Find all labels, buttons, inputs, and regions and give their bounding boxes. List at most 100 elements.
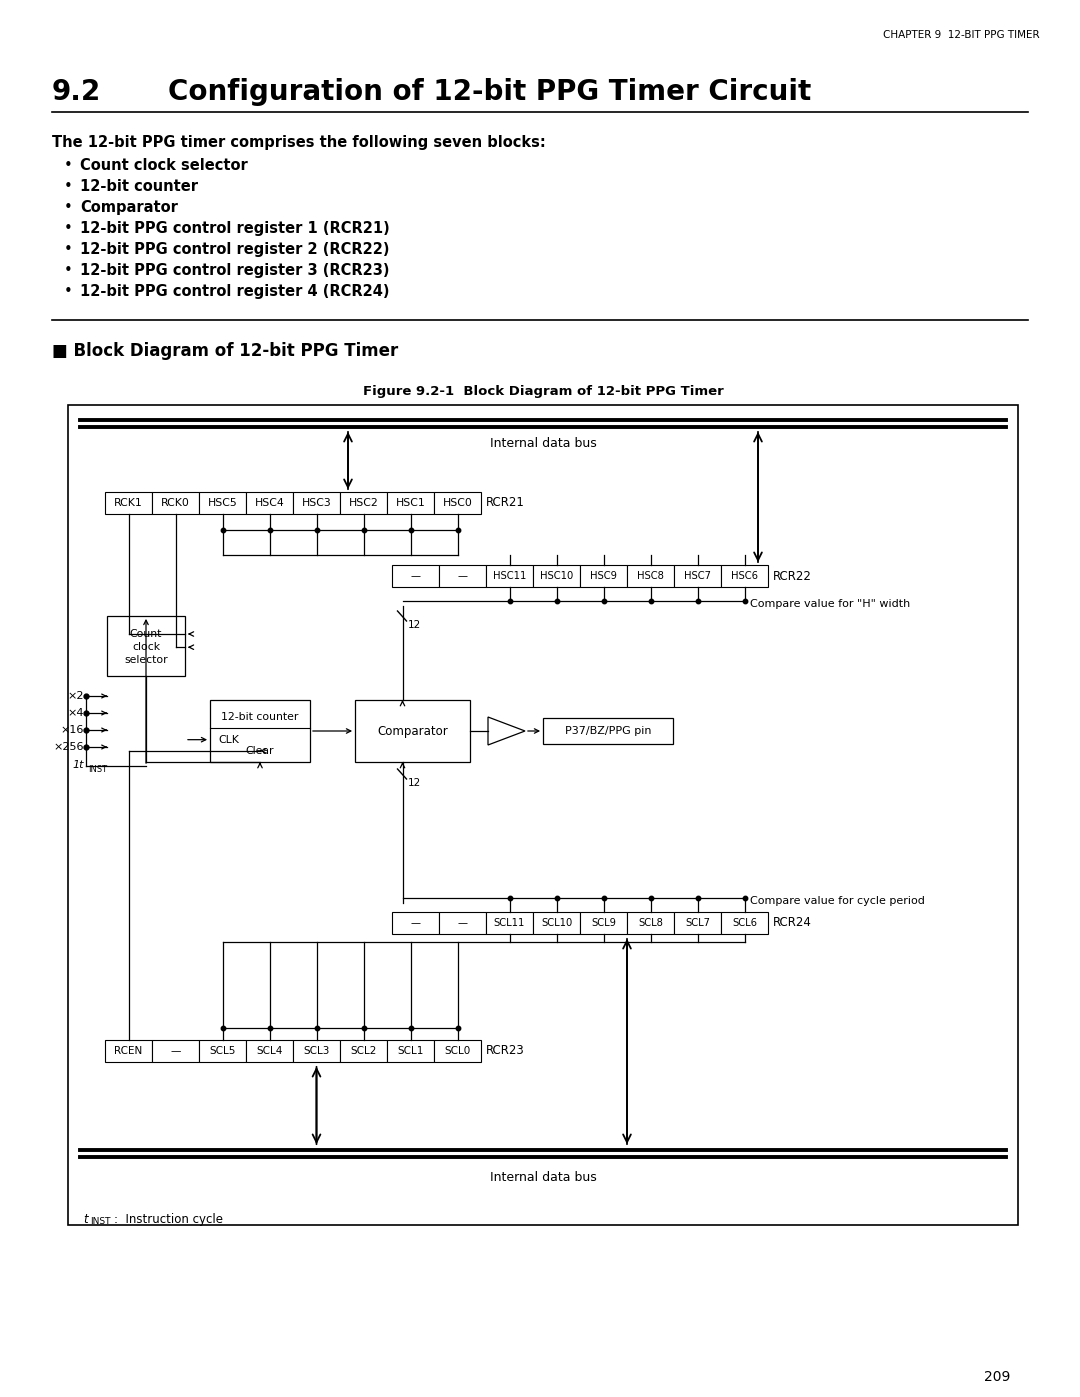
Text: 1t: 1t bbox=[72, 760, 84, 770]
Text: CLK: CLK bbox=[218, 735, 239, 745]
Text: 12-bit counter: 12-bit counter bbox=[221, 712, 299, 722]
Bar bbox=[355, 700, 470, 761]
Bar bbox=[486, 912, 534, 935]
Text: RCK0: RCK0 bbox=[161, 497, 190, 509]
Text: •: • bbox=[64, 158, 72, 173]
Text: Count clock selector: Count clock selector bbox=[80, 158, 247, 173]
Text: •: • bbox=[64, 179, 72, 194]
Polygon shape bbox=[488, 717, 525, 745]
Text: HSC0: HSC0 bbox=[443, 497, 472, 509]
Text: SCL9: SCL9 bbox=[591, 918, 616, 928]
Text: INST: INST bbox=[87, 764, 107, 774]
Text: SCL5: SCL5 bbox=[210, 1046, 235, 1056]
Text: 12-bit counter: 12-bit counter bbox=[80, 179, 198, 194]
Text: HSC4: HSC4 bbox=[255, 497, 284, 509]
Text: selector: selector bbox=[124, 655, 167, 665]
Bar bbox=[105, 492, 152, 514]
Text: ■ Block Diagram of 12-bit PPG Timer: ■ Block Diagram of 12-bit PPG Timer bbox=[52, 342, 399, 360]
Bar bbox=[580, 912, 627, 935]
Text: clock: clock bbox=[132, 643, 160, 652]
Bar bbox=[721, 564, 768, 587]
Text: CHAPTER 9  12-BIT PPG TIMER: CHAPTER 9 12-BIT PPG TIMER bbox=[883, 29, 1040, 41]
Bar bbox=[246, 492, 293, 514]
Bar bbox=[387, 1039, 434, 1062]
Text: SCL11: SCL11 bbox=[494, 918, 525, 928]
Text: —: — bbox=[171, 1046, 180, 1056]
Text: INST: INST bbox=[90, 1217, 110, 1227]
Text: HSC8: HSC8 bbox=[637, 571, 664, 581]
Bar bbox=[107, 616, 185, 676]
Bar bbox=[534, 564, 580, 587]
Text: —: — bbox=[458, 918, 468, 928]
Text: SCL8: SCL8 bbox=[638, 918, 663, 928]
Bar bbox=[199, 1039, 246, 1062]
Text: —: — bbox=[410, 571, 420, 581]
Text: •: • bbox=[64, 221, 72, 236]
Text: SCL3: SCL3 bbox=[303, 1046, 329, 1056]
Text: SCL10: SCL10 bbox=[541, 918, 572, 928]
Text: HSC10: HSC10 bbox=[540, 571, 573, 581]
Bar bbox=[674, 912, 721, 935]
Text: SCL6: SCL6 bbox=[732, 918, 757, 928]
Text: 12-bit PPG control register 3 (RCR23): 12-bit PPG control register 3 (RCR23) bbox=[80, 263, 390, 278]
Text: HSC7: HSC7 bbox=[684, 571, 711, 581]
Text: ×4: ×4 bbox=[67, 708, 84, 718]
Text: Clear: Clear bbox=[246, 746, 274, 756]
Text: HSC6: HSC6 bbox=[731, 571, 758, 581]
Bar bbox=[293, 492, 340, 514]
Bar bbox=[246, 1039, 293, 1062]
Text: SCL0: SCL0 bbox=[444, 1046, 471, 1056]
Text: P37/BZ/PPG pin: P37/BZ/PPG pin bbox=[565, 726, 651, 736]
Bar bbox=[434, 1039, 481, 1062]
Text: ×16: ×16 bbox=[60, 725, 84, 735]
Bar bbox=[392, 912, 438, 935]
Bar bbox=[210, 700, 310, 761]
Bar bbox=[199, 492, 246, 514]
Bar bbox=[543, 718, 673, 745]
Text: HSC2: HSC2 bbox=[349, 497, 378, 509]
Text: SCL2: SCL2 bbox=[350, 1046, 377, 1056]
Text: ×256: ×256 bbox=[54, 742, 84, 752]
Text: •: • bbox=[64, 284, 72, 299]
Text: •: • bbox=[64, 242, 72, 257]
Text: HSC9: HSC9 bbox=[590, 571, 617, 581]
Bar bbox=[68, 405, 1018, 1225]
Bar bbox=[293, 1039, 340, 1062]
Bar bbox=[438, 912, 486, 935]
Text: SCL1: SCL1 bbox=[397, 1046, 423, 1056]
Text: HSC5: HSC5 bbox=[207, 497, 238, 509]
Text: The 12-bit PPG timer comprises the following seven blocks:: The 12-bit PPG timer comprises the follo… bbox=[52, 136, 545, 149]
Text: 12: 12 bbox=[407, 778, 421, 788]
Text: 12-bit PPG control register 1 (RCR21): 12-bit PPG control register 1 (RCR21) bbox=[80, 221, 390, 236]
Bar bbox=[674, 564, 721, 587]
Text: —: — bbox=[410, 918, 420, 928]
Text: SCL4: SCL4 bbox=[256, 1046, 283, 1056]
Text: Count: Count bbox=[130, 629, 162, 638]
Text: 209: 209 bbox=[984, 1370, 1010, 1384]
Text: HSC1: HSC1 bbox=[395, 497, 426, 509]
Bar bbox=[392, 564, 438, 587]
Text: •: • bbox=[64, 263, 72, 278]
Text: Internal data bus: Internal data bus bbox=[489, 437, 596, 450]
Text: t: t bbox=[83, 1213, 87, 1227]
Bar bbox=[387, 492, 434, 514]
Bar bbox=[105, 1039, 152, 1062]
Bar bbox=[434, 492, 481, 514]
Bar bbox=[438, 564, 486, 587]
Bar bbox=[580, 564, 627, 587]
Bar bbox=[627, 564, 674, 587]
Text: Internal data bus: Internal data bus bbox=[489, 1171, 596, 1185]
Bar bbox=[340, 492, 387, 514]
Text: Compare value for cycle period: Compare value for cycle period bbox=[750, 895, 924, 907]
Text: 12-bit PPG control register 2 (RCR22): 12-bit PPG control register 2 (RCR22) bbox=[80, 242, 390, 257]
Bar bbox=[721, 912, 768, 935]
Bar bbox=[534, 912, 580, 935]
Bar bbox=[152, 492, 199, 514]
Text: —: — bbox=[458, 571, 468, 581]
Bar bbox=[486, 564, 534, 587]
Text: RCEN: RCEN bbox=[114, 1046, 143, 1056]
Text: RCR21: RCR21 bbox=[486, 496, 525, 510]
Text: RCR22: RCR22 bbox=[773, 570, 812, 583]
Text: 9.2: 9.2 bbox=[52, 78, 102, 106]
Text: RCR23: RCR23 bbox=[486, 1045, 525, 1058]
